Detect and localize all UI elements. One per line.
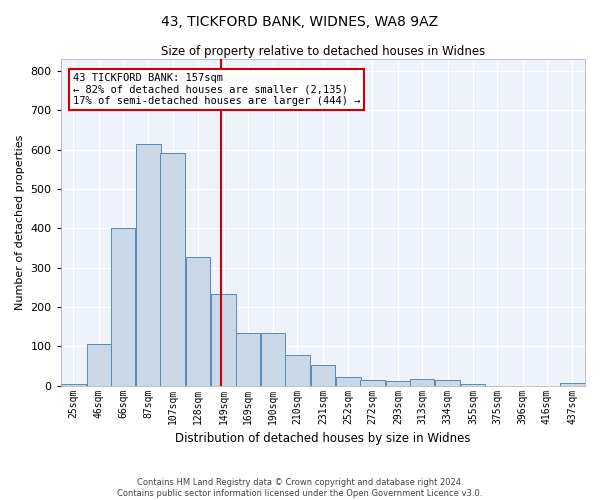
- Bar: [461, 384, 485, 386]
- Bar: [61, 384, 86, 386]
- Bar: [560, 383, 584, 386]
- Bar: [360, 380, 385, 386]
- Bar: [136, 144, 161, 386]
- Bar: [211, 294, 236, 386]
- Bar: [86, 344, 111, 386]
- Text: 43, TICKFORD BANK, WIDNES, WA8 9AZ: 43, TICKFORD BANK, WIDNES, WA8 9AZ: [161, 15, 439, 29]
- Title: Size of property relative to detached houses in Widnes: Size of property relative to detached ho…: [161, 45, 485, 58]
- Bar: [261, 334, 286, 386]
- Bar: [236, 334, 260, 386]
- X-axis label: Distribution of detached houses by size in Widnes: Distribution of detached houses by size …: [175, 432, 470, 445]
- Bar: [160, 153, 185, 386]
- Bar: [311, 365, 335, 386]
- Bar: [386, 380, 410, 386]
- Bar: [285, 355, 310, 386]
- Bar: [336, 377, 361, 386]
- Bar: [186, 257, 211, 386]
- Y-axis label: Number of detached properties: Number of detached properties: [15, 134, 25, 310]
- Bar: [111, 228, 135, 386]
- Bar: [436, 380, 460, 386]
- Bar: [410, 379, 434, 386]
- Text: 43 TICKFORD BANK: 157sqm
← 82% of detached houses are smaller (2,135)
17% of sem: 43 TICKFORD BANK: 157sqm ← 82% of detach…: [73, 73, 361, 106]
- Text: Contains HM Land Registry data © Crown copyright and database right 2024.
Contai: Contains HM Land Registry data © Crown c…: [118, 478, 482, 498]
